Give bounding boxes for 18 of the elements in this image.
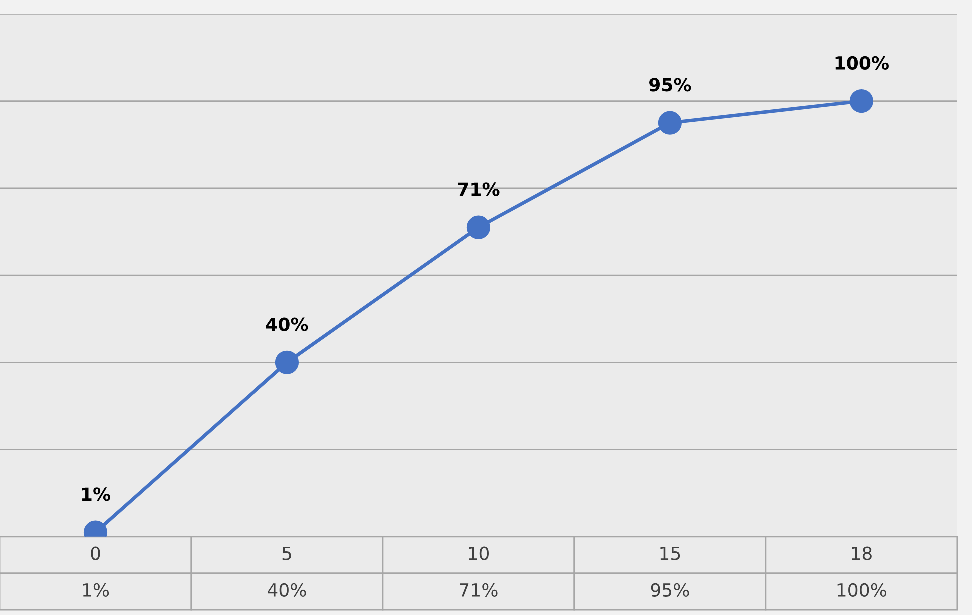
point	[658, 111, 682, 135]
point	[850, 89, 874, 114]
text: 100%	[836, 56, 889, 70]
data-label: 100%	[838, 583, 886, 598]
x-tick-label: 5	[282, 547, 292, 560]
data-label: 40%	[268, 583, 306, 598]
x-tick-label: 18	[852, 546, 872, 560]
data-label: 71%	[460, 583, 498, 598]
text: 95%	[650, 78, 692, 92]
x-tick-label: 10	[469, 546, 489, 560]
data-label: 1%	[83, 583, 110, 598]
text: 1%	[82, 488, 110, 502]
point	[466, 216, 491, 240]
data-label: 95%	[651, 583, 690, 598]
text: 40%	[266, 318, 308, 332]
text: 71%	[458, 182, 500, 196]
x-tick-label: 15	[660, 547, 680, 560]
x-tick-label: 0	[91, 546, 100, 560]
